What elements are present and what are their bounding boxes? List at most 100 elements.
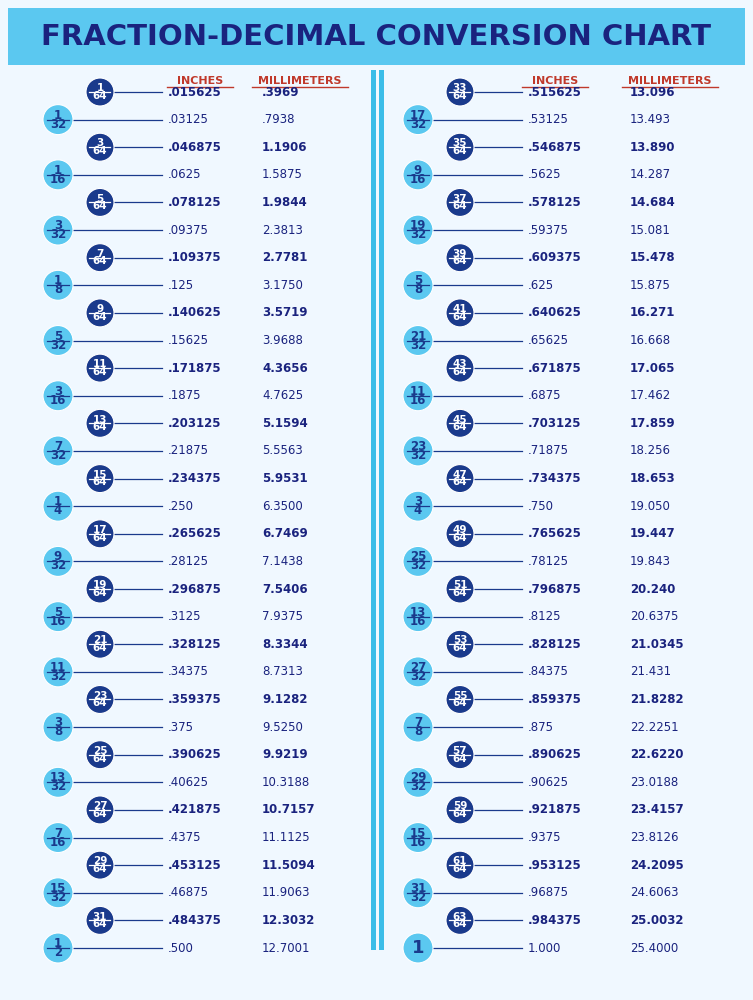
Text: .6875: .6875 [528,389,562,402]
Text: 12.7001: 12.7001 [262,942,310,954]
Text: .421875: .421875 [168,803,221,816]
Circle shape [403,105,433,135]
Circle shape [86,796,114,824]
Text: 11.1125: 11.1125 [262,831,311,844]
Text: 19: 19 [410,219,426,232]
Text: 22.6220: 22.6220 [630,748,684,761]
Text: 1: 1 [96,83,104,93]
Text: 3: 3 [54,716,62,729]
Text: 64: 64 [453,643,468,653]
Text: 1.000: 1.000 [528,942,562,954]
Text: .265625: .265625 [168,527,222,540]
Text: 53: 53 [453,635,468,645]
Text: 1.5875: 1.5875 [262,168,303,181]
Text: 59: 59 [453,801,467,811]
Circle shape [403,712,433,742]
Text: .984375: .984375 [528,914,582,927]
Circle shape [446,851,474,879]
Text: .40625: .40625 [168,776,209,789]
Text: 21: 21 [93,635,107,645]
Text: 23: 23 [410,440,426,453]
Text: 3: 3 [96,138,104,148]
Text: 64: 64 [453,146,468,156]
Circle shape [446,244,474,272]
Text: 64: 64 [453,754,468,764]
Text: 23.4157: 23.4157 [630,803,684,816]
Text: 32: 32 [410,559,426,572]
Text: 64: 64 [93,477,108,487]
Text: 15.081: 15.081 [630,224,671,237]
Text: 64: 64 [93,256,108,266]
Text: 64: 64 [93,698,108,708]
Text: 64: 64 [93,643,108,653]
Text: 1.1906: 1.1906 [262,141,307,154]
Text: 11: 11 [93,359,107,369]
Text: 61: 61 [453,856,468,866]
Text: 19.050: 19.050 [630,500,671,513]
Text: 7: 7 [54,440,62,453]
Text: .796875: .796875 [528,583,582,596]
Text: 5: 5 [96,194,104,204]
Text: 16: 16 [410,394,426,407]
Circle shape [86,851,114,879]
Text: 64: 64 [93,754,108,764]
Text: .78125: .78125 [528,555,569,568]
Text: 1: 1 [54,274,62,287]
Text: 47: 47 [453,470,468,480]
Text: MILLIMETERS: MILLIMETERS [628,76,712,86]
Circle shape [86,465,114,493]
Text: .640625: .640625 [528,306,582,319]
Text: 32: 32 [410,670,426,683]
Text: 9: 9 [96,304,104,314]
Circle shape [43,326,73,356]
Text: .328125: .328125 [168,638,221,651]
Circle shape [43,546,73,576]
Text: .890625: .890625 [528,748,582,761]
Text: 16.668: 16.668 [630,334,671,347]
Text: 7: 7 [414,716,422,729]
Text: 1.9844: 1.9844 [262,196,308,209]
Text: 11: 11 [50,661,66,674]
Text: 12.3032: 12.3032 [262,914,316,927]
Text: 64: 64 [453,477,468,487]
Circle shape [43,381,73,411]
Text: .4375: .4375 [168,831,202,844]
Text: 64: 64 [93,588,108,598]
Circle shape [446,520,474,548]
Circle shape [43,105,73,135]
Text: 19.843: 19.843 [630,555,671,568]
Circle shape [446,299,474,327]
Text: 19.447: 19.447 [630,527,675,540]
Text: 3: 3 [54,385,62,398]
Circle shape [86,133,114,161]
Text: .375: .375 [168,721,194,734]
Text: 51: 51 [453,580,468,590]
Text: 24.6063: 24.6063 [630,886,678,899]
Text: 2.7781: 2.7781 [262,251,307,264]
Text: .9375: .9375 [528,831,562,844]
Circle shape [86,244,114,272]
Text: 8: 8 [54,283,62,296]
Text: 22.2251: 22.2251 [630,721,678,734]
Text: 3: 3 [414,495,422,508]
Text: 16.271: 16.271 [630,306,675,319]
Circle shape [43,657,73,687]
Text: MILLIMETERS: MILLIMETERS [258,76,342,86]
Circle shape [86,630,114,658]
Text: 64: 64 [93,146,108,156]
Text: 37: 37 [453,194,468,204]
Circle shape [43,436,73,466]
Text: 5: 5 [54,606,62,619]
Text: 4.3656: 4.3656 [262,362,308,375]
Text: .34375: .34375 [168,665,209,678]
Text: 10.3188: 10.3188 [262,776,310,789]
Text: 32: 32 [50,339,66,352]
Text: .453125: .453125 [168,859,221,872]
Text: 18.653: 18.653 [630,472,675,485]
Circle shape [403,270,433,300]
Circle shape [86,354,114,382]
Text: 32: 32 [50,118,66,131]
Text: .703125: .703125 [528,417,581,430]
Text: 4: 4 [54,504,62,517]
Text: .21875: .21875 [168,444,209,457]
